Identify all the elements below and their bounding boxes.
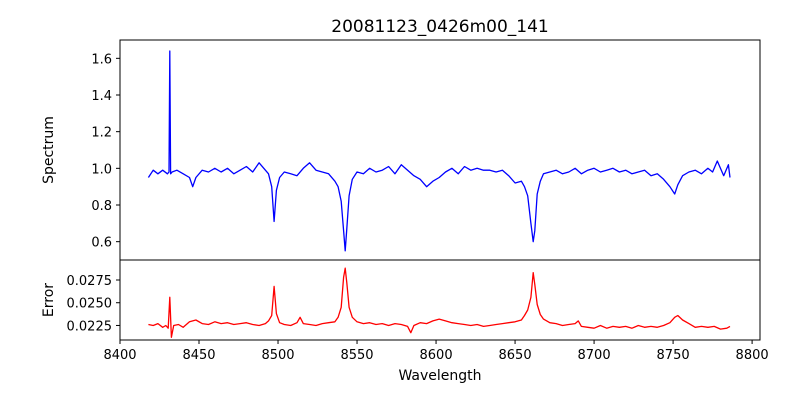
error-y-tick-label: 0.0275: [67, 274, 113, 289]
error-y-tick-label: 0.0225: [67, 319, 113, 334]
spectrum-y-tick-label: 1.0: [91, 162, 112, 177]
spectrum-y-tick-label: 1.2: [91, 126, 112, 141]
spectrum-y-tick-label: 0.8: [91, 199, 112, 214]
x-tick-label: 8500: [261, 348, 294, 363]
error-y-tick-label: 0.0250: [67, 297, 113, 312]
x-tick-label: 8550: [340, 348, 373, 363]
spectrum-y-axis: 0.6 0.8 1.0 1.2 1.4 1.6: [91, 52, 120, 251]
error-series: [148, 267, 731, 338]
wavelength-x-axis: 8400 8450 8500 8550 8600 8650 8700 8750 8800: [103, 340, 769, 363]
x-tick-label: 8700: [578, 348, 611, 363]
error-y-axis-label: Error: [41, 283, 57, 317]
x-tick-label: 8650: [499, 348, 532, 363]
spectrum-y-axis-label: Spectrum: [41, 116, 57, 184]
chart-title: 20081123_0426m00_141: [331, 17, 548, 37]
error-plot-frame: [119, 259, 761, 341]
x-tick-label: 8600: [420, 348, 453, 363]
spectrum-y-tick-label: 0.6: [91, 236, 112, 251]
spectrum-series: [147, 50, 731, 252]
x-tick-label: 8450: [182, 348, 215, 363]
spectrum-y-tick-label: 1.4: [91, 89, 112, 104]
x-tick-label: 8800: [736, 348, 769, 363]
error-line: [148, 267, 731, 338]
x-axis-label: Wavelength: [398, 368, 481, 384]
error-y-axis: 0.0225 0.0250 0.0275: [67, 274, 120, 334]
spectrum-line: [147, 50, 731, 252]
spectrum-panel: 0.6 0.8 1.0 1.2 1.4 1.6 Spectrum: [41, 39, 761, 261]
spectrum-y-tick-label: 1.6: [91, 52, 112, 67]
x-tick-label: 8400: [103, 348, 136, 363]
x-tick-label: 8750: [657, 348, 690, 363]
